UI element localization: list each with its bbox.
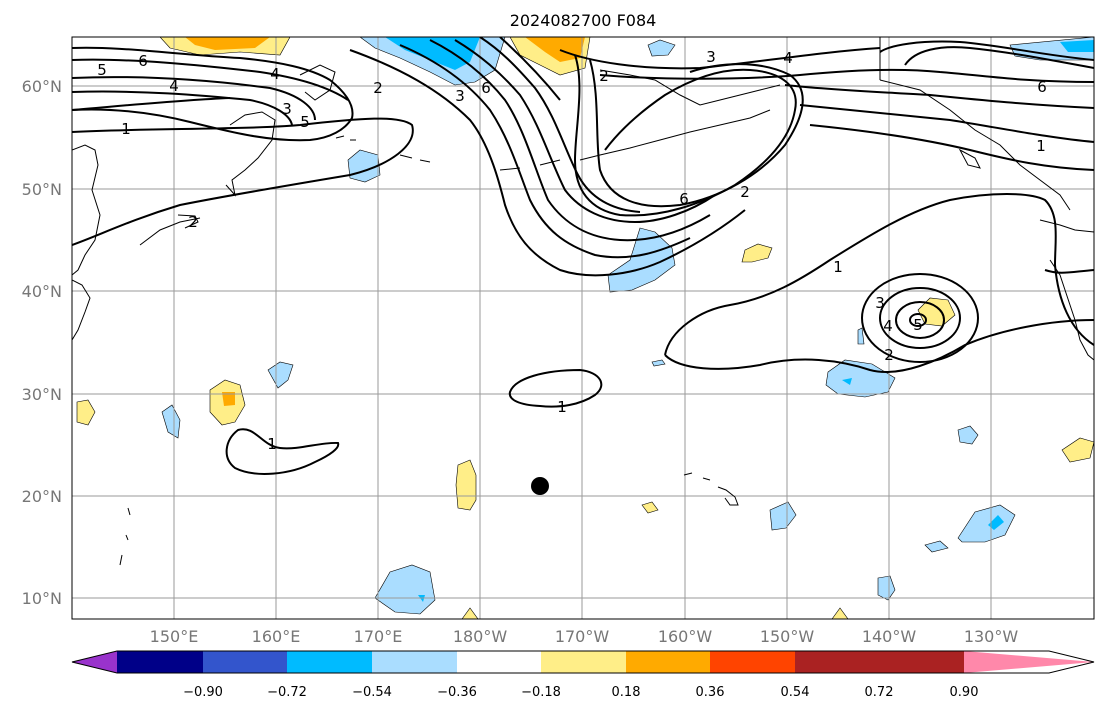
contour-label: 5 <box>300 113 310 131</box>
colorbar-segment <box>626 651 710 673</box>
lon-label: 170°W <box>555 627 610 646</box>
lon-label: 130°W <box>964 627 1019 646</box>
colorbar-segment <box>287 651 372 673</box>
colorbar-segment <box>457 651 541 673</box>
contour-label: 1 <box>267 435 277 453</box>
contour-label: 2 <box>188 213 198 231</box>
contour-label: 2 <box>740 183 750 201</box>
contour-label: 4 <box>883 317 893 335</box>
map-frame <box>71 36 1095 620</box>
contour-label: 4 <box>783 49 793 67</box>
contour-label: 1 <box>121 120 131 138</box>
contour-label: 6 <box>679 190 689 208</box>
contour-label: 6 <box>1037 78 1047 96</box>
contour-label: 3 <box>875 294 885 312</box>
contour-labels: 6 5 4 3 2 1 2 3 4 6 5 4 1 6 2 1 1 3 4 5 <box>97 48 1047 453</box>
colorbar-extend-min <box>72 651 117 673</box>
colorbar-tick-label: −0.54 <box>352 685 392 700</box>
contour-label: 5 <box>913 316 923 334</box>
lat-label: 30°N <box>22 385 62 404</box>
colorbar-tick-label: −0.72 <box>267 685 307 700</box>
contour-label: 6 <box>481 79 491 97</box>
lon-label: 170°E <box>354 627 403 646</box>
contour-label: 6 <box>138 52 148 70</box>
colorbar-tick-label: 0.36 <box>696 685 725 700</box>
colorbar-tick-label: −0.36 <box>437 685 477 700</box>
coastlines <box>72 37 1094 566</box>
gridlines <box>72 37 1094 619</box>
colorbar-tick-label: 0.90 <box>950 685 979 700</box>
longitude-labels: 150°E 160°E 170°E 180°W 170°W 160°W 150°… <box>150 627 1019 646</box>
contour-label: 1 <box>1036 137 1046 155</box>
lon-label: 180°W <box>453 627 508 646</box>
colorbar-tick-label: 0.72 <box>865 685 894 700</box>
lat-label: 60°N <box>22 77 62 96</box>
latitude-labels: 60°N 50°N 40°N 30°N 20°N 10°N <box>22 77 62 608</box>
colorbar-segment <box>372 651 457 673</box>
colorbar-segment <box>203 651 287 673</box>
colorbar-tick-label: 0.54 <box>781 685 810 700</box>
storm-center-marker <box>531 477 549 495</box>
map-area: 6 5 4 3 2 1 2 3 4 6 5 4 1 6 2 1 1 3 4 5 <box>71 36 1095 620</box>
lon-label: 160°W <box>658 627 713 646</box>
contour-label: 5 <box>97 61 107 79</box>
colorbar-segment <box>710 651 795 673</box>
contour-label: 4 <box>169 77 179 95</box>
colorbar-segment <box>879 651 964 673</box>
colorbar-tick-label: 0.18 <box>612 685 641 700</box>
lat-label: 50°N <box>22 180 62 199</box>
contour-label: 2 <box>599 67 609 85</box>
lat-label: 40°N <box>22 282 62 301</box>
contour-label: 1 <box>833 258 843 276</box>
contour-lines <box>72 37 1094 475</box>
colorbar-segment <box>541 651 626 673</box>
lon-label: 140°W <box>862 627 917 646</box>
colorbar-extend-max <box>964 651 1094 673</box>
contour-label: 3 <box>282 100 292 118</box>
lon-label: 150°W <box>760 627 815 646</box>
colorbar-segment <box>795 651 879 673</box>
contour-label: 2 <box>373 79 383 97</box>
contour-label: 3 <box>455 87 465 105</box>
contour-label: 3 <box>706 48 716 66</box>
colorbar: −0.90 −0.72 −0.54 −0.36 −0.18 0.18 0.36 … <box>71 650 1095 700</box>
colorbar-segment <box>117 651 203 673</box>
contour-label: 2 <box>884 346 894 364</box>
map-title: 2024082700 F084 <box>510 11 657 30</box>
lat-label: 20°N <box>22 487 62 506</box>
lon-label: 150°E <box>150 627 199 646</box>
lon-label: 160°E <box>252 627 301 646</box>
colorbar-tick-label: −0.18 <box>521 685 561 700</box>
contour-label: 4 <box>270 65 280 83</box>
contour-label: 1 <box>557 398 567 416</box>
lat-label: 10°N <box>22 589 62 608</box>
colorbar-tick-label: −0.90 <box>183 685 223 700</box>
